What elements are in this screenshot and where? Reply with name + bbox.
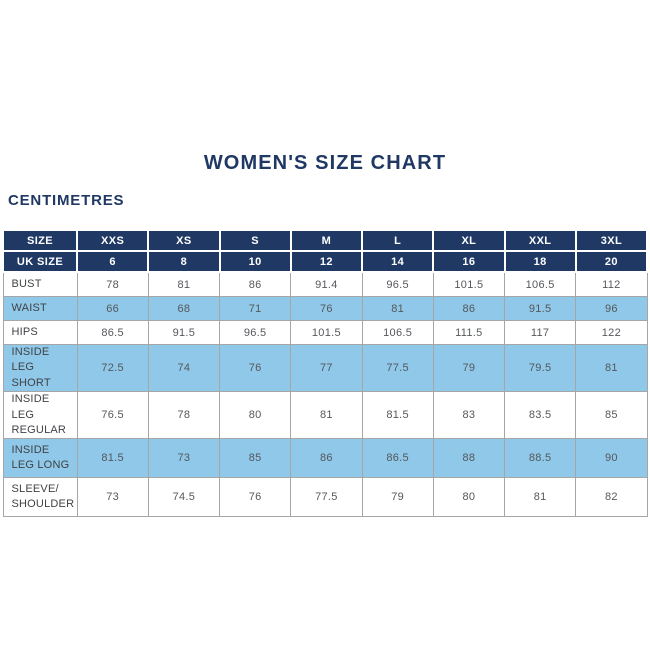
value-cell: 96.5	[361, 271, 434, 297]
value-cell: 80	[432, 477, 506, 518]
size-column-header: 3XL	[574, 229, 649, 252]
size-column-header: XL	[432, 229, 506, 252]
table-row-waist: WAIST 66 68 71 76 81 86 91.5 96	[2, 296, 648, 321]
value-cell: 81	[290, 391, 363, 440]
uk-size-header-label: UK SIZE	[2, 250, 78, 273]
page-title: WOMEN'S SIZE CHART	[203, 152, 447, 174]
value-cell: 77.5	[290, 477, 363, 518]
uk-size-column-header: 18	[503, 250, 577, 273]
size-column-header: M	[289, 229, 364, 252]
value-cell: 71	[218, 296, 292, 321]
table-row-hips: HIPS 86.5 91.5 96.5 101.5 106.5 111.5 11…	[2, 320, 648, 345]
value-cell: 76.5	[76, 391, 149, 440]
value-cell: 66	[76, 296, 149, 321]
value-cell: 77	[290, 343, 363, 393]
value-cell: 122	[575, 320, 648, 345]
value-cell: 101.5	[290, 320, 363, 345]
size-column-header: XXL	[503, 229, 577, 252]
value-cell: 78	[147, 391, 221, 440]
value-cell: 73	[147, 438, 221, 479]
value-cell: 81	[575, 343, 648, 393]
uk-size-column-header: 8	[147, 250, 221, 273]
value-cell: 106.5	[361, 320, 434, 345]
value-cell: 79	[361, 477, 434, 518]
value-cell: 81	[503, 477, 577, 518]
value-cell: 77.5	[361, 343, 434, 393]
value-cell: 112	[575, 271, 648, 297]
value-cell: 106.5	[503, 271, 577, 297]
value-cell: 76	[218, 477, 292, 518]
size-column-header: L	[360, 229, 435, 252]
value-cell: 81.5	[361, 391, 434, 440]
row-label: WAIST	[2, 296, 78, 321]
row-label: HIPS	[2, 320, 78, 345]
table-row-bust: BUST 78 81 86 91.4 96.5 101.5 106.5 112	[2, 271, 648, 297]
uk-size-column-header: 20	[574, 250, 649, 273]
value-cell: 85	[218, 438, 292, 479]
row-label: SLEEVE/SHOULDER	[2, 477, 78, 518]
size-header-row: SIZE XXS XS S M L XL XXL 3XL	[2, 229, 649, 252]
table-row-inside-leg-regular: INSIDE LEG REGULAR 76.5 78 80 81 81.5 83…	[2, 391, 648, 440]
size-column-header: S	[218, 229, 292, 252]
value-cell: 79	[432, 343, 506, 393]
row-label: INSIDE LEG LONG	[2, 438, 78, 479]
size-header-label: SIZE	[2, 229, 78, 252]
row-label: BUST	[2, 271, 78, 297]
value-cell: 78	[76, 271, 149, 297]
table-row-inside-leg-short: INSIDE LEG SHORT 72.5 74 76 77 77.5 79 7…	[2, 343, 648, 393]
value-cell: 79.5	[503, 343, 577, 393]
value-cell: 81	[147, 271, 221, 297]
value-cell: 72.5	[76, 343, 149, 393]
value-cell: 74.5	[147, 477, 221, 518]
uk-size-header-row: UK SIZE 6 8 10 12 14 16 18 20	[2, 250, 649, 273]
uk-size-column-header: 16	[432, 250, 506, 273]
value-cell: 96	[575, 296, 648, 321]
unit-label: CENTIMETRES	[8, 192, 125, 209]
value-cell: 86	[290, 438, 363, 479]
value-cell: 101.5	[432, 271, 506, 297]
value-cell: 85	[575, 391, 648, 440]
value-cell: 81	[361, 296, 434, 321]
value-cell: 111.5	[432, 320, 506, 345]
value-cell: 80	[218, 391, 292, 440]
value-cell: 74	[147, 343, 221, 393]
value-cell: 88.5	[503, 438, 577, 479]
row-label: INSIDE LEG SHORT	[2, 343, 78, 393]
size-chart-table: SIZE XXS XS S M L XL XXL 3XL UK SIZE 6 8…	[2, 229, 649, 518]
value-cell: 73	[76, 477, 149, 518]
value-cell: 81.5	[76, 438, 149, 479]
value-cell: 90	[575, 438, 648, 479]
uk-size-column-header: 6	[75, 250, 150, 273]
table-row-inside-leg-long: INSIDE LEG LONG 81.5 73 85 86 86.5 88 88…	[2, 438, 648, 479]
value-cell: 117	[503, 320, 577, 345]
uk-size-column-header: 14	[360, 250, 435, 273]
value-cell: 86.5	[76, 320, 149, 345]
value-cell: 82	[575, 477, 648, 518]
value-cell: 88	[432, 438, 506, 479]
uk-size-column-header: 10	[218, 250, 292, 273]
uk-size-column-header: 12	[289, 250, 364, 273]
value-cell: 91.5	[147, 320, 221, 345]
value-cell: 86.5	[361, 438, 434, 479]
row-label: INSIDE LEG REGULAR	[2, 391, 78, 440]
value-cell: 96.5	[218, 320, 292, 345]
value-cell: 76	[290, 296, 363, 321]
size-column-header: XS	[147, 229, 221, 252]
value-cell: 83	[432, 391, 506, 440]
value-cell: 91.5	[503, 296, 577, 321]
value-cell: 86	[432, 296, 506, 321]
value-cell: 68	[147, 296, 221, 321]
value-cell: 86	[218, 271, 292, 297]
value-cell: 83.5	[503, 391, 577, 440]
size-column-header: XXS	[75, 229, 150, 252]
value-cell: 76	[218, 343, 292, 393]
table-row-sleeve-shoulder: SLEEVE/SHOULDER 73 74.5 76 77.5 79 80 81…	[2, 477, 648, 518]
value-cell: 91.4	[290, 271, 363, 297]
